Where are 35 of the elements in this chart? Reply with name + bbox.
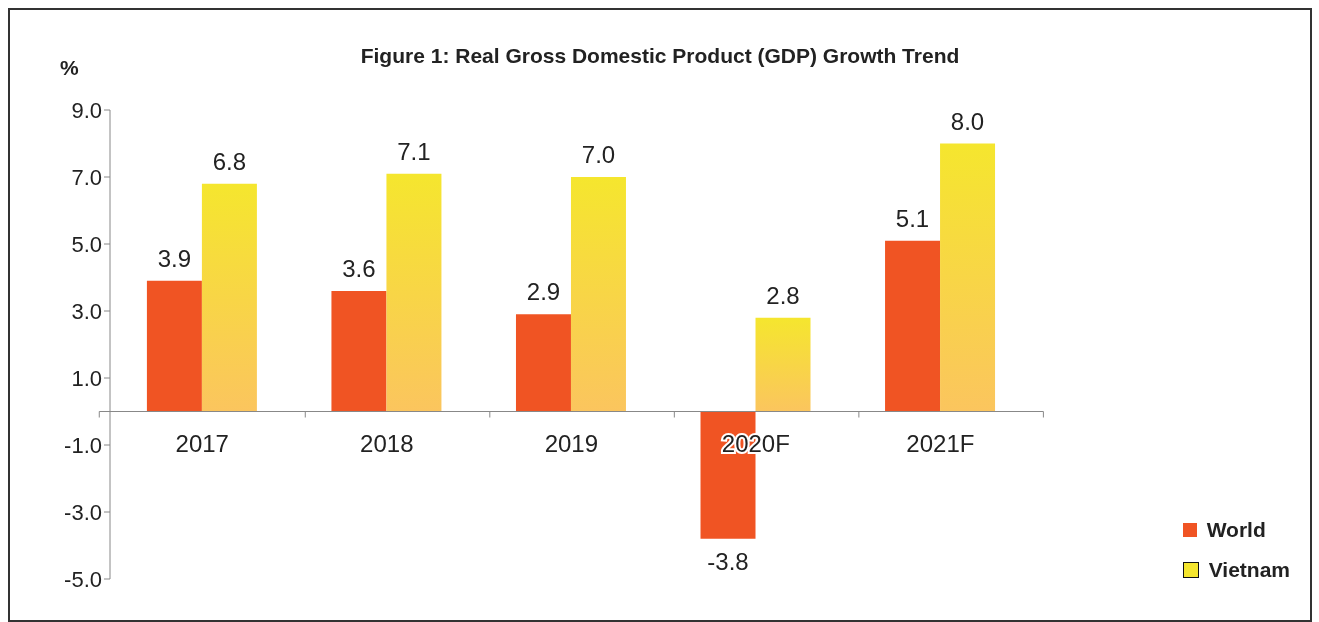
x-tick-label: 2018 xyxy=(360,429,414,457)
data-label: 3.6 xyxy=(342,254,376,282)
y-tick-label: 3.0 xyxy=(71,298,102,324)
bar xyxy=(515,314,571,412)
y-tick-label: 1.0 xyxy=(71,365,102,391)
x-tick-label: 2017 xyxy=(175,429,229,457)
y-axis-title: % xyxy=(60,56,79,80)
bar xyxy=(146,280,202,412)
data-label: 5.1 xyxy=(895,204,930,232)
legend-label: World xyxy=(1206,517,1266,543)
y-tick-label: -1.0 xyxy=(64,432,102,458)
data-label: 3.9 xyxy=(157,244,192,272)
bar xyxy=(940,143,996,412)
chart-title: Figure 1: Real Gross Domestic Product (GDP) Growth Trend xyxy=(360,44,960,67)
data-label: 2.8 xyxy=(766,281,800,309)
data-label: 7.1 xyxy=(397,137,431,165)
data-label: 7.0 xyxy=(581,141,616,168)
data-label: 8.0 xyxy=(950,107,985,135)
y-tick-label: -5.0 xyxy=(64,566,102,592)
y-tick-label: 9.0 xyxy=(71,97,102,123)
data-label: -3.8 xyxy=(707,547,749,575)
y-tick-label: 7.0 xyxy=(71,164,102,190)
x-tick-label: 2021F xyxy=(906,429,975,457)
data-label: 6.8 xyxy=(212,147,247,175)
bar xyxy=(201,183,257,412)
bar xyxy=(331,290,387,412)
y-tick-label: -3.0 xyxy=(64,499,102,525)
legend-label: Vietnam xyxy=(1208,557,1290,583)
bar xyxy=(755,317,811,412)
bar xyxy=(386,173,442,412)
y-tick-label: 5.0 xyxy=(71,231,102,257)
bar xyxy=(570,177,626,412)
bar xyxy=(885,240,941,412)
x-tick-label: 2019 xyxy=(544,429,599,457)
data-label: 2.9 xyxy=(526,278,561,306)
